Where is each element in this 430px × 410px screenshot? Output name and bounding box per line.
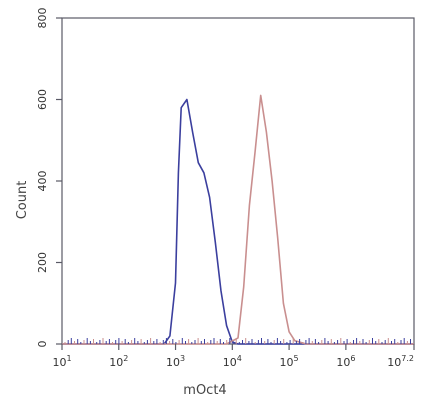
x-tick-label: 105	[280, 354, 299, 369]
series-layer	[62, 94, 414, 345]
y-tick-label: 600	[36, 89, 49, 110]
y-axis: 0 200 400 600 800	[36, 8, 62, 348]
x-tick-label: 101	[52, 354, 71, 369]
x-axis: 101 102 103 104 105 106 107.2	[52, 344, 415, 369]
series-line-2	[62, 94, 414, 345]
y-tick-label: 200	[36, 252, 49, 273]
x-tick-label: 102	[109, 354, 128, 369]
x-tick-label: 103	[166, 354, 185, 369]
x-tick-label: 106	[336, 354, 355, 369]
plot-frame	[61, 17, 415, 345]
x-tick-label: 104	[223, 354, 242, 369]
series-line-1	[62, 98, 414, 345]
x-tick-label: 107.2	[387, 354, 414, 369]
y-tick-label: 800	[36, 8, 49, 29]
y-tick-label: 400	[36, 171, 49, 192]
x-axis-title: mOct4	[183, 383, 226, 398]
y-tick-label: 0	[36, 341, 49, 348]
baseline-rug	[64, 338, 411, 344]
y-axis-title: Count	[15, 181, 30, 220]
